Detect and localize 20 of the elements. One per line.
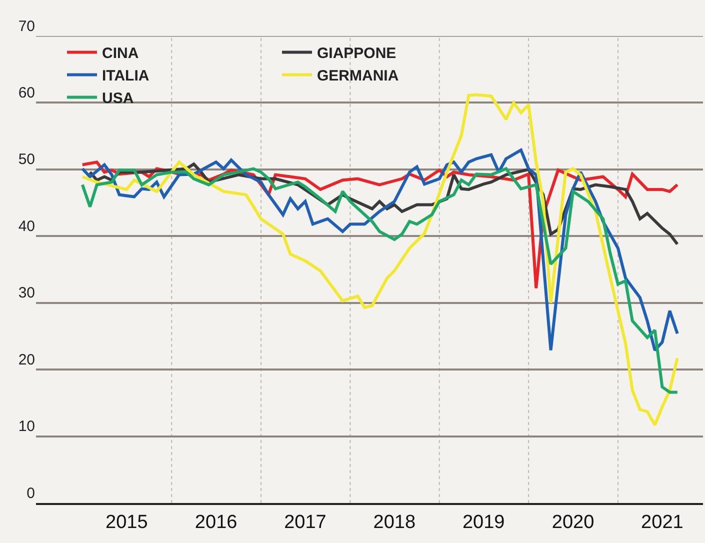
y-tick-label: 60: [18, 84, 35, 102]
x-tick-label: 2018: [373, 512, 416, 533]
legend-label: ITALIA: [102, 68, 150, 85]
y-tick-label: 20: [18, 351, 35, 368]
legend-label: CINA: [102, 45, 139, 62]
y-tick-label: 0: [26, 484, 35, 502]
x-tick-label: 2015: [106, 512, 148, 533]
legend-label: GERMANIA: [317, 68, 399, 85]
y-tick-label: 50: [18, 151, 35, 168]
x-tick-label: 2019: [462, 512, 505, 533]
y-tick-label: 30: [18, 284, 35, 302]
x-tick-label: 2021: [641, 512, 684, 533]
x-tick-label: 2016: [194, 512, 238, 533]
legend-label: USA: [102, 90, 134, 108]
x-tick-label: 2017: [284, 512, 326, 533]
x-tick-label: 2020: [552, 512, 594, 533]
y-tick-label: 40: [18, 218, 35, 235]
y-tick-label: 10: [18, 418, 35, 436]
y-tick-label: 70: [18, 18, 35, 35]
legend-label: GIAPPONE: [317, 45, 396, 62]
